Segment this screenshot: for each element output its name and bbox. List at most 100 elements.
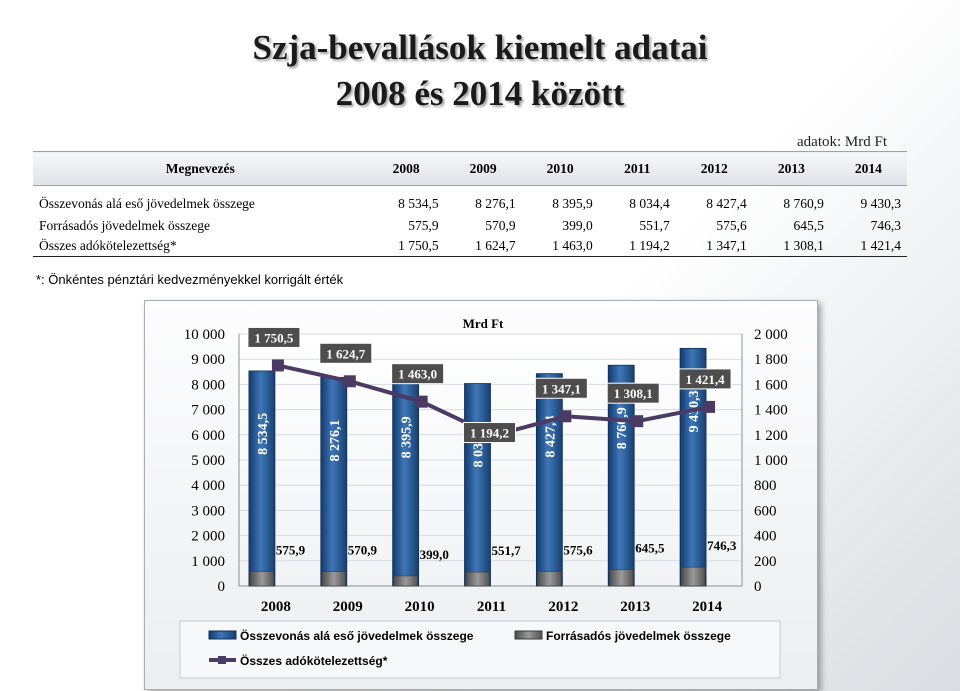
table-cell: 1 750,5 (367, 236, 445, 257)
bar-total-income-label: 8 534,5 (256, 413, 271, 455)
x-axis-tick: 2014 (692, 599, 723, 615)
bar-withholding-income (537, 571, 562, 587)
left-axis-tick: 8 000 (191, 377, 225, 393)
bar-withholding-income (393, 575, 418, 587)
legend-swatch-withholding-income (514, 630, 543, 640)
tax-liability-point (559, 410, 572, 423)
header-label: Megnevezés (33, 151, 368, 186)
table-cell: 8 276,1 (475, 196, 516, 211)
legend-label-total-income: Összevonás alá eső jövedelmek összege (240, 628, 474, 643)
page-subtitle: 2008 és 2014 között (335, 74, 625, 113)
tax-liability-label-box (534, 377, 588, 399)
right-axis-tick: 600 (754, 503, 777, 519)
table-cell: 8 427,4 (706, 196, 747, 211)
bar-withholding-income-label: 551,7 (492, 543, 522, 558)
data-table: Megnevezés 2008 2009 2010 2011 2012 2013… (33, 151, 907, 257)
x-axis-tick: 2013 (620, 599, 650, 615)
header-year: 2014 (829, 151, 907, 186)
legend-box (179, 620, 781, 679)
tax-liability-label: 1 421,4 (686, 372, 726, 387)
footnote: *: Önkéntes pénztári kedvezményekkel kor… (36, 272, 344, 287)
bar-total-income (320, 377, 348, 587)
right-axis-tick: 1 600 (754, 377, 788, 393)
header-year: 2013 (752, 151, 830, 186)
bar-total-income (392, 374, 420, 587)
tax-liability-label-box (247, 326, 301, 348)
bar-withholding-income-label: 575,9 (276, 542, 306, 557)
tax-liability-label-box (678, 368, 732, 390)
right-axis-tick: 1 200 (754, 428, 788, 444)
bar-withholding-income (249, 571, 275, 587)
right-axis-tick: 400 (754, 529, 777, 545)
tax-liability-label-box (463, 422, 516, 444)
left-axis-tick: 3 000 (191, 503, 225, 519)
left-axis-tick: 4 000 (191, 478, 225, 494)
page-title: Szja-bevallások kiemelt adatai (252, 28, 708, 67)
header-year: 2012 (675, 151, 753, 186)
tax-liability-point (343, 375, 356, 388)
bar-total-income-label: 8 427,4 (543, 416, 558, 458)
legend-marker-tax-liability (218, 656, 226, 664)
tax-liability-label: 1 463,0 (398, 367, 437, 382)
tax-liability-label: 1 750,5 (254, 330, 294, 345)
table-cell: 8 534,5 (398, 196, 439, 211)
tax-liability-point (631, 415, 644, 428)
bar-withholding-income-label: 399,0 (420, 547, 449, 562)
bar-withholding-income (608, 569, 634, 587)
bar-total-income (535, 373, 563, 587)
row-label: Forrásadós jövedelmek összege (39, 218, 210, 233)
right-axis-tick: 1 400 (754, 403, 788, 419)
source-note: adatok: Mrd Ft (797, 134, 887, 150)
x-axis-tick: 2010 (405, 599, 435, 615)
table-cell: 8 034,4 (629, 196, 670, 211)
table-cell: 1 308,1 (752, 236, 830, 257)
header-year: 2009 (444, 151, 522, 186)
table-cell: 9 430,3 (860, 196, 902, 211)
bar-withholding-income-label: 746,3 (707, 538, 737, 553)
left-axis-tick: 5 000 (191, 453, 225, 469)
bar-total-income-label: 8 276,1 (328, 419, 343, 461)
tax-liability-point (271, 359, 284, 372)
legend-label-tax-liability: Összes adókötelezettség* (240, 653, 388, 668)
tax-liability-label-box (606, 382, 660, 404)
table-row: Összes adókötelezettség* 1 750,5 1 624,7… (33, 236, 907, 257)
table-cell: 551,7 (639, 218, 670, 233)
table-row: Forrásadós jövedelmek összege 575,9 570,… (33, 216, 907, 236)
right-axis-tick: 200 (754, 554, 777, 570)
table-cell: 1 347,1 (675, 236, 753, 257)
x-axis-tick: 2008 (261, 599, 291, 615)
legend-label-withholding-income: Forrásadós jövedelmek összege (546, 629, 731, 643)
left-axis-tick: 7 000 (191, 403, 225, 419)
x-axis-tick: 2011 (477, 599, 506, 615)
table-cell: 575,6 (716, 218, 747, 233)
table-cell: 570,9 (485, 218, 516, 233)
tax-liability-label-box (319, 342, 373, 364)
tax-liability-label: 1 624,7 (326, 346, 366, 361)
bar-total-income-label: 8 760,9 (615, 407, 630, 449)
right-axis-tick: 0 (754, 579, 762, 595)
table-row: Összevonás alá eső jövedelmek összege 8 … (33, 186, 907, 217)
legend-swatch-total-income (208, 630, 237, 640)
bar-withholding-income (465, 571, 490, 587)
tax-liability-label-box (391, 363, 445, 385)
bar-withholding-income (321, 571, 347, 587)
left-axis-tick: 2 000 (191, 529, 225, 545)
table-cell: 746,3 (870, 218, 901, 233)
bar-withholding-income-label: 570,9 (348, 543, 378, 558)
table-cell: 1 624,7 (444, 236, 522, 257)
left-axis-tick: 1 000 (191, 554, 225, 570)
table-cell: 8 760,9 (783, 196, 824, 211)
table-cell: 399,0 (562, 218, 593, 233)
left-axis-tick: 0 (218, 579, 226, 595)
table-cell: 1 463,0 (521, 236, 599, 257)
header-year: 2010 (521, 151, 599, 186)
tax-liability-point (415, 395, 428, 408)
bar-total-income-label: 8 395,9 (400, 416, 415, 458)
right-axis-tick: 800 (754, 478, 777, 494)
table-header-row: Megnevezés 2008 2009 2010 2011 2012 2013… (33, 151, 907, 186)
x-axis-tick: 2012 (548, 599, 578, 615)
bar-total-income (464, 383, 491, 587)
table-cell: 8 395,9 (552, 196, 593, 211)
row-label: Összevonás alá eső jövedelmek összege (39, 196, 255, 211)
